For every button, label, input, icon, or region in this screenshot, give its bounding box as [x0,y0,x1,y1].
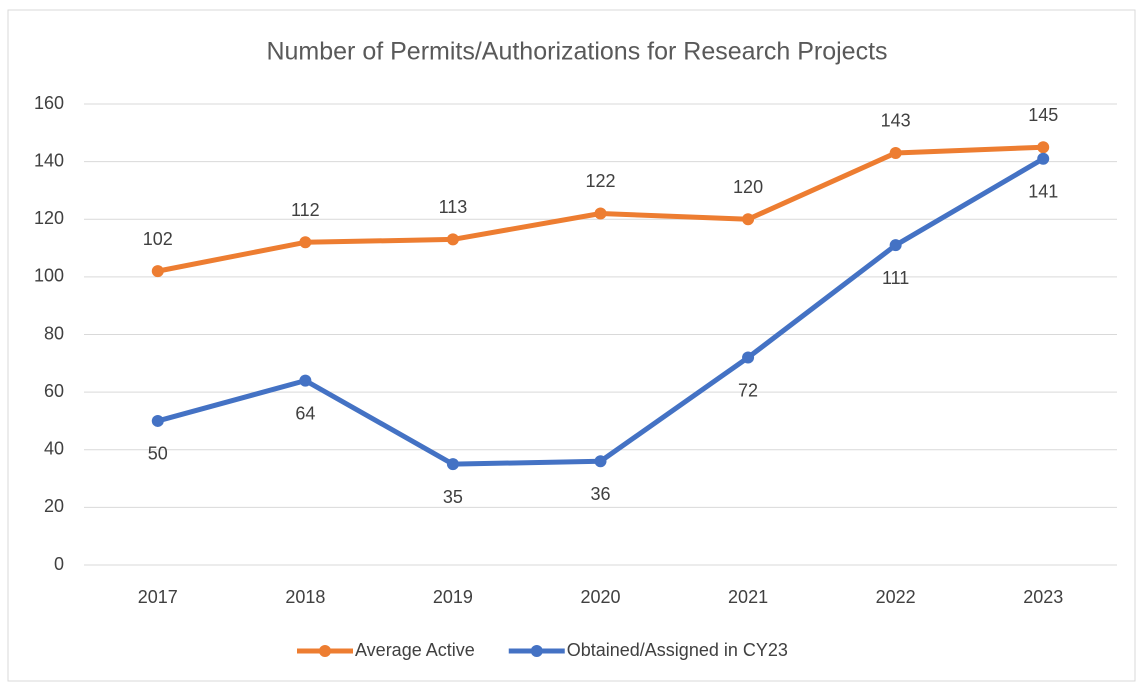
data-point [742,351,755,364]
y-tick-label: 160 [34,93,64,113]
y-tick-label: 120 [34,208,64,228]
data-point [446,458,459,471]
y-tick-label: 140 [34,150,64,170]
legend-label: Obtained/Assigned in CY23 [567,640,788,660]
data-point [1037,141,1050,154]
data-point [299,374,312,387]
x-tick-label: 2019 [433,587,473,607]
data-label: 50 [148,444,168,464]
data-label: 120 [733,177,763,197]
data-point [594,455,607,468]
data-point [889,239,902,252]
data-label: 122 [585,171,615,191]
data-label: 143 [881,111,911,131]
y-tick-label: 60 [44,381,64,401]
data-point [889,146,902,159]
x-tick-label: 2021 [728,587,768,607]
chart-frame [7,9,1136,682]
data-label: 64 [295,403,315,423]
x-tick-label: 2018 [285,587,325,607]
data-label: 113 [439,197,468,217]
x-tick-label: 2020 [580,587,620,607]
data-label: 145 [1028,105,1058,125]
x-tick-label: 2023 [1023,587,1063,607]
data-point [742,213,755,226]
chart-title: Number of Permits/Authorizations for Res… [266,38,887,66]
y-tick-label: 40 [44,439,64,459]
data-point [299,236,312,249]
data-label: 111 [882,268,909,288]
data-point [594,207,607,220]
legend-marker [319,645,331,657]
y-tick-label: 80 [44,323,64,343]
x-tick-label: 2017 [138,587,178,607]
data-label: 141 [1028,181,1058,201]
y-tick-label: 100 [34,266,64,286]
data-label: 72 [738,380,758,400]
y-tick-label: 20 [44,496,64,516]
data-point [1037,152,1050,165]
data-label: 35 [443,487,463,507]
data-point [446,233,459,246]
data-label: 112 [291,200,320,220]
x-tick-label: 2022 [876,587,916,607]
data-label: 102 [143,229,173,249]
data-label: 36 [590,484,610,504]
y-tick-label: 0 [54,554,64,574]
legend-label: Average Active [355,640,475,660]
data-point [151,414,164,427]
data-point [151,265,164,278]
legend-marker [530,645,543,657]
